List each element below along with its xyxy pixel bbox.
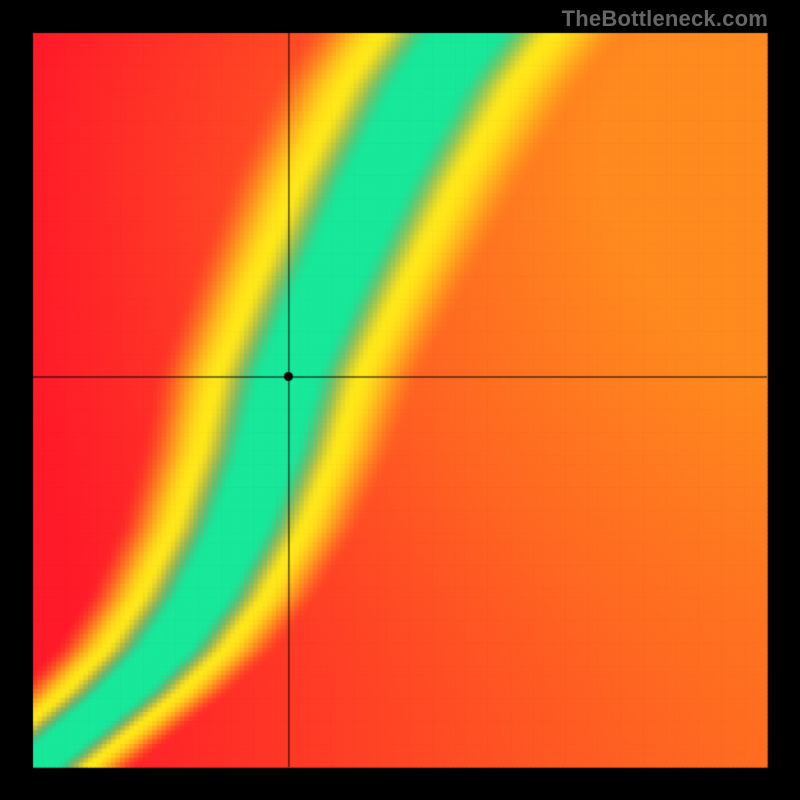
chart-container: TheBottleneck.com [0, 0, 800, 800]
bottleneck-heatmap [0, 0, 800, 800]
watermark-text: TheBottleneck.com [562, 6, 768, 32]
